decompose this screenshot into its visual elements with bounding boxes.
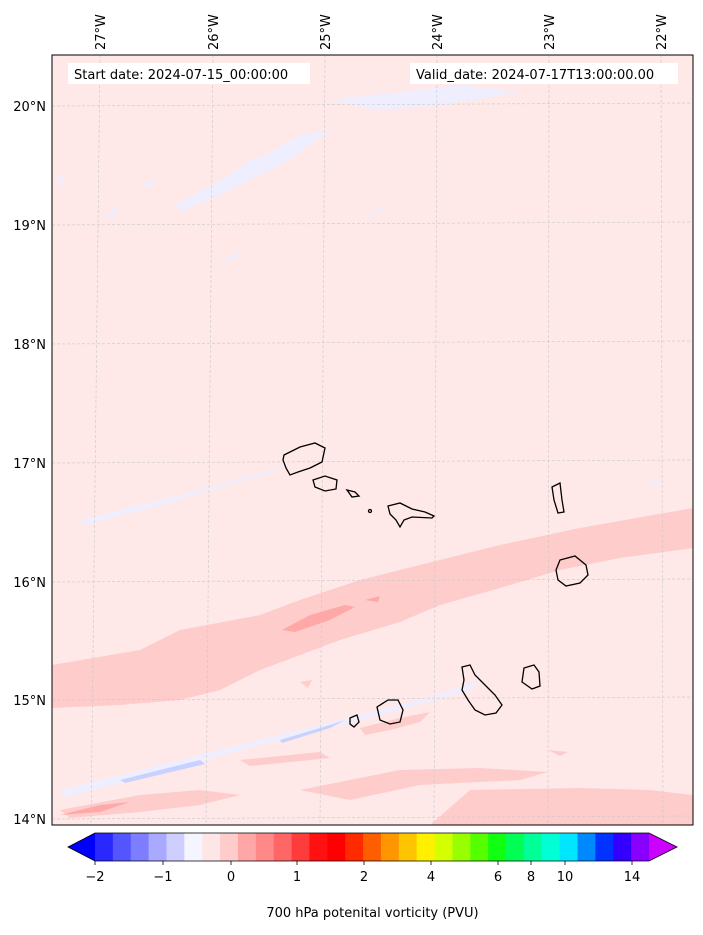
- graticule: [51, 54, 694, 826]
- island-razo: [367, 508, 373, 514]
- colorbar-tick-label: 6: [494, 870, 502, 885]
- colorbar: [67, 832, 678, 862]
- lat-label-5: 15°N: [13, 694, 46, 709]
- colorbar-swatch: [112, 833, 132, 861]
- colorbar-swatch: [631, 833, 650, 861]
- colorbar-tick-label: 2: [360, 870, 368, 885]
- colorbar-swatch: [237, 833, 257, 861]
- colorbar-swatch: [184, 833, 203, 861]
- lat-label-1: 19°N: [13, 219, 46, 234]
- pv-positive-band: [52, 508, 693, 825]
- colorbar-swatch: [470, 833, 489, 861]
- lon-label-4: 23°W: [543, 14, 558, 50]
- colorbar-ticks: −2 −1 0 1 2 4 6 8 10 14: [85, 861, 640, 885]
- island-santiago: [461, 664, 503, 716]
- colorbar-swatch: [273, 833, 293, 861]
- colorbar-swatch: [416, 833, 436, 861]
- pv-positive-core: [60, 596, 380, 815]
- colorbar-tick-label: −1: [153, 870, 172, 885]
- colorbar-swatch: [130, 833, 150, 861]
- longitude-labels: 27°W 26°W 25°W 24°W 23°W 22°W: [94, 14, 670, 50]
- map-frame: [51, 54, 694, 826]
- island-brava: [349, 714, 360, 728]
- colorbar-swatch: [434, 833, 453, 861]
- colorbar-swatch: [559, 833, 579, 861]
- colorbar-swatch: [613, 833, 632, 861]
- colorbar-swatch: [220, 833, 239, 861]
- lon-label-0: 27°W: [94, 14, 109, 50]
- colorbar-swatch: [327, 833, 346, 861]
- colorbar-tick-label: 14: [624, 870, 641, 885]
- colorbar-swatch: [523, 833, 543, 861]
- colorbar-swatch: [363, 833, 382, 861]
- colorbar-swatch: [291, 833, 310, 861]
- island-sal: [551, 482, 565, 514]
- colorbar-swatch: [541, 833, 561, 861]
- colorbar-swatch: [452, 833, 471, 861]
- latitude-labels: 20°N 19°N 18°N 17°N 16°N 15°N 14°N: [13, 100, 46, 828]
- start-date-box: [68, 63, 310, 84]
- colorbar-tick-label: 4: [427, 870, 435, 885]
- lon-label-5: 22°W: [655, 14, 670, 50]
- lon-label-2: 25°W: [319, 14, 334, 50]
- colorbar-swatch: [380, 833, 400, 861]
- colorbar-swatch: [577, 833, 596, 861]
- colorbar-tick-label: 8: [527, 870, 535, 885]
- map-background: [52, 55, 693, 825]
- lat-label-3: 17°N: [13, 457, 46, 472]
- pv-negative-streaks: [55, 85, 660, 797]
- colorbar-swatch: [202, 833, 221, 861]
- colorbar-extend-high: [649, 833, 677, 861]
- island-sao-nicolau: [387, 502, 436, 529]
- island-santa-luzia: [345, 488, 361, 498]
- start-date-text: Start date: 2024-07-15_00:00:00: [74, 68, 288, 83]
- island-boa-vista: [555, 555, 589, 587]
- colorbar-swatch: [95, 833, 114, 861]
- lat-label-6: 14°N: [13, 813, 46, 828]
- colorbar-tick-label: 1: [293, 870, 301, 885]
- valid-date-box: [410, 63, 678, 84]
- lat-label-4: 16°N: [13, 576, 46, 591]
- colorbar-swatch: [506, 833, 525, 861]
- island-sao-vicente: [312, 475, 338, 492]
- colorbar-extend-low: [68, 833, 95, 861]
- lon-label-1: 26°W: [207, 14, 222, 50]
- colorbar-tick-label: 10: [557, 870, 574, 885]
- coastlines: [282, 442, 589, 728]
- lat-label-2: 18°N: [13, 338, 46, 353]
- colorbar-tick-label: −2: [85, 870, 104, 885]
- colorbar-swatch: [309, 833, 328, 861]
- colorbar-outline: [67, 832, 678, 862]
- colorbar-label: 700 hPa potenital vorticity (PVU): [266, 906, 479, 921]
- lat-label-0: 20°N: [13, 100, 46, 115]
- colorbar-swatch: [488, 833, 507, 861]
- colorbar-swatch: [398, 833, 418, 861]
- island-fogo: [376, 699, 404, 725]
- map-panel: Start date: 2024-07-15_00:00:00 Valid_da…: [51, 54, 694, 826]
- colorbar-swatch: [255, 833, 275, 861]
- lon-label-3: 24°W: [431, 14, 446, 50]
- pv-negative-core: [120, 720, 345, 783]
- colorbar-swatch: [148, 833, 167, 861]
- colorbar-swatch: [345, 833, 364, 861]
- colorbar-swatch: [166, 833, 185, 861]
- valid-date-text: Valid_date: 2024-07-17T13:00:00.00: [416, 68, 654, 83]
- island-maio: [521, 664, 541, 690]
- colorbar-swatch: [595, 833, 614, 861]
- island-santo-antao: [282, 442, 326, 476]
- colorbar-tick-label: 0: [227, 870, 235, 885]
